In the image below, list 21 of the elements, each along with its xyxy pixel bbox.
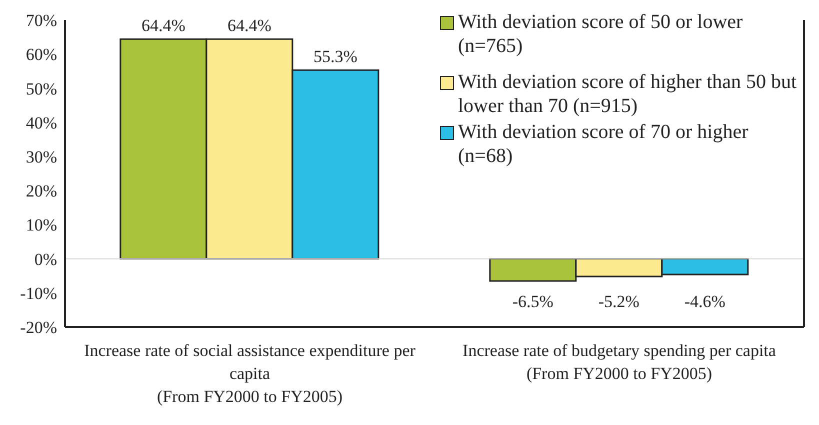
data-label: -4.6% <box>684 292 726 311</box>
y-tick-label: 50% <box>26 79 57 98</box>
data-label: 55.3% <box>313 47 358 66</box>
legend-label: With deviation score of higher than 50 but lower than 70 (n=915) <box>458 70 798 118</box>
x-tick-label: Increase rate of budgetary spending per capita (From FY2000 to FY2005) <box>462 340 777 385</box>
y-tick-label: 30% <box>26 147 57 166</box>
y-tick-label: -20% <box>20 318 57 338</box>
y-tick-label: 40% <box>26 113 57 132</box>
legend-label: With deviation score of 50 or lower (n=765) <box>458 10 744 58</box>
data-label: -6.5% <box>512 292 554 311</box>
data-label: 64.4% <box>227 16 272 36</box>
y-tick-label: -10% <box>20 284 57 303</box>
data-label: -5.2% <box>598 292 640 311</box>
y-tick-label: 10% <box>26 216 57 235</box>
y-tick-label: 70% <box>26 11 57 30</box>
y-tick-label: 60% <box>26 45 57 64</box>
x-tick-label: Increase rate of social assistance expenditure per capita (From FY2000 to FY2005) <box>83 340 416 408</box>
y-tick-label: 20% <box>26 182 57 201</box>
data-label: 64.4% <box>141 16 186 36</box>
legend-label: With deviation score of 70 or higher (n=68) <box>458 120 750 168</box>
y-tick-label: 0% <box>34 250 57 269</box>
